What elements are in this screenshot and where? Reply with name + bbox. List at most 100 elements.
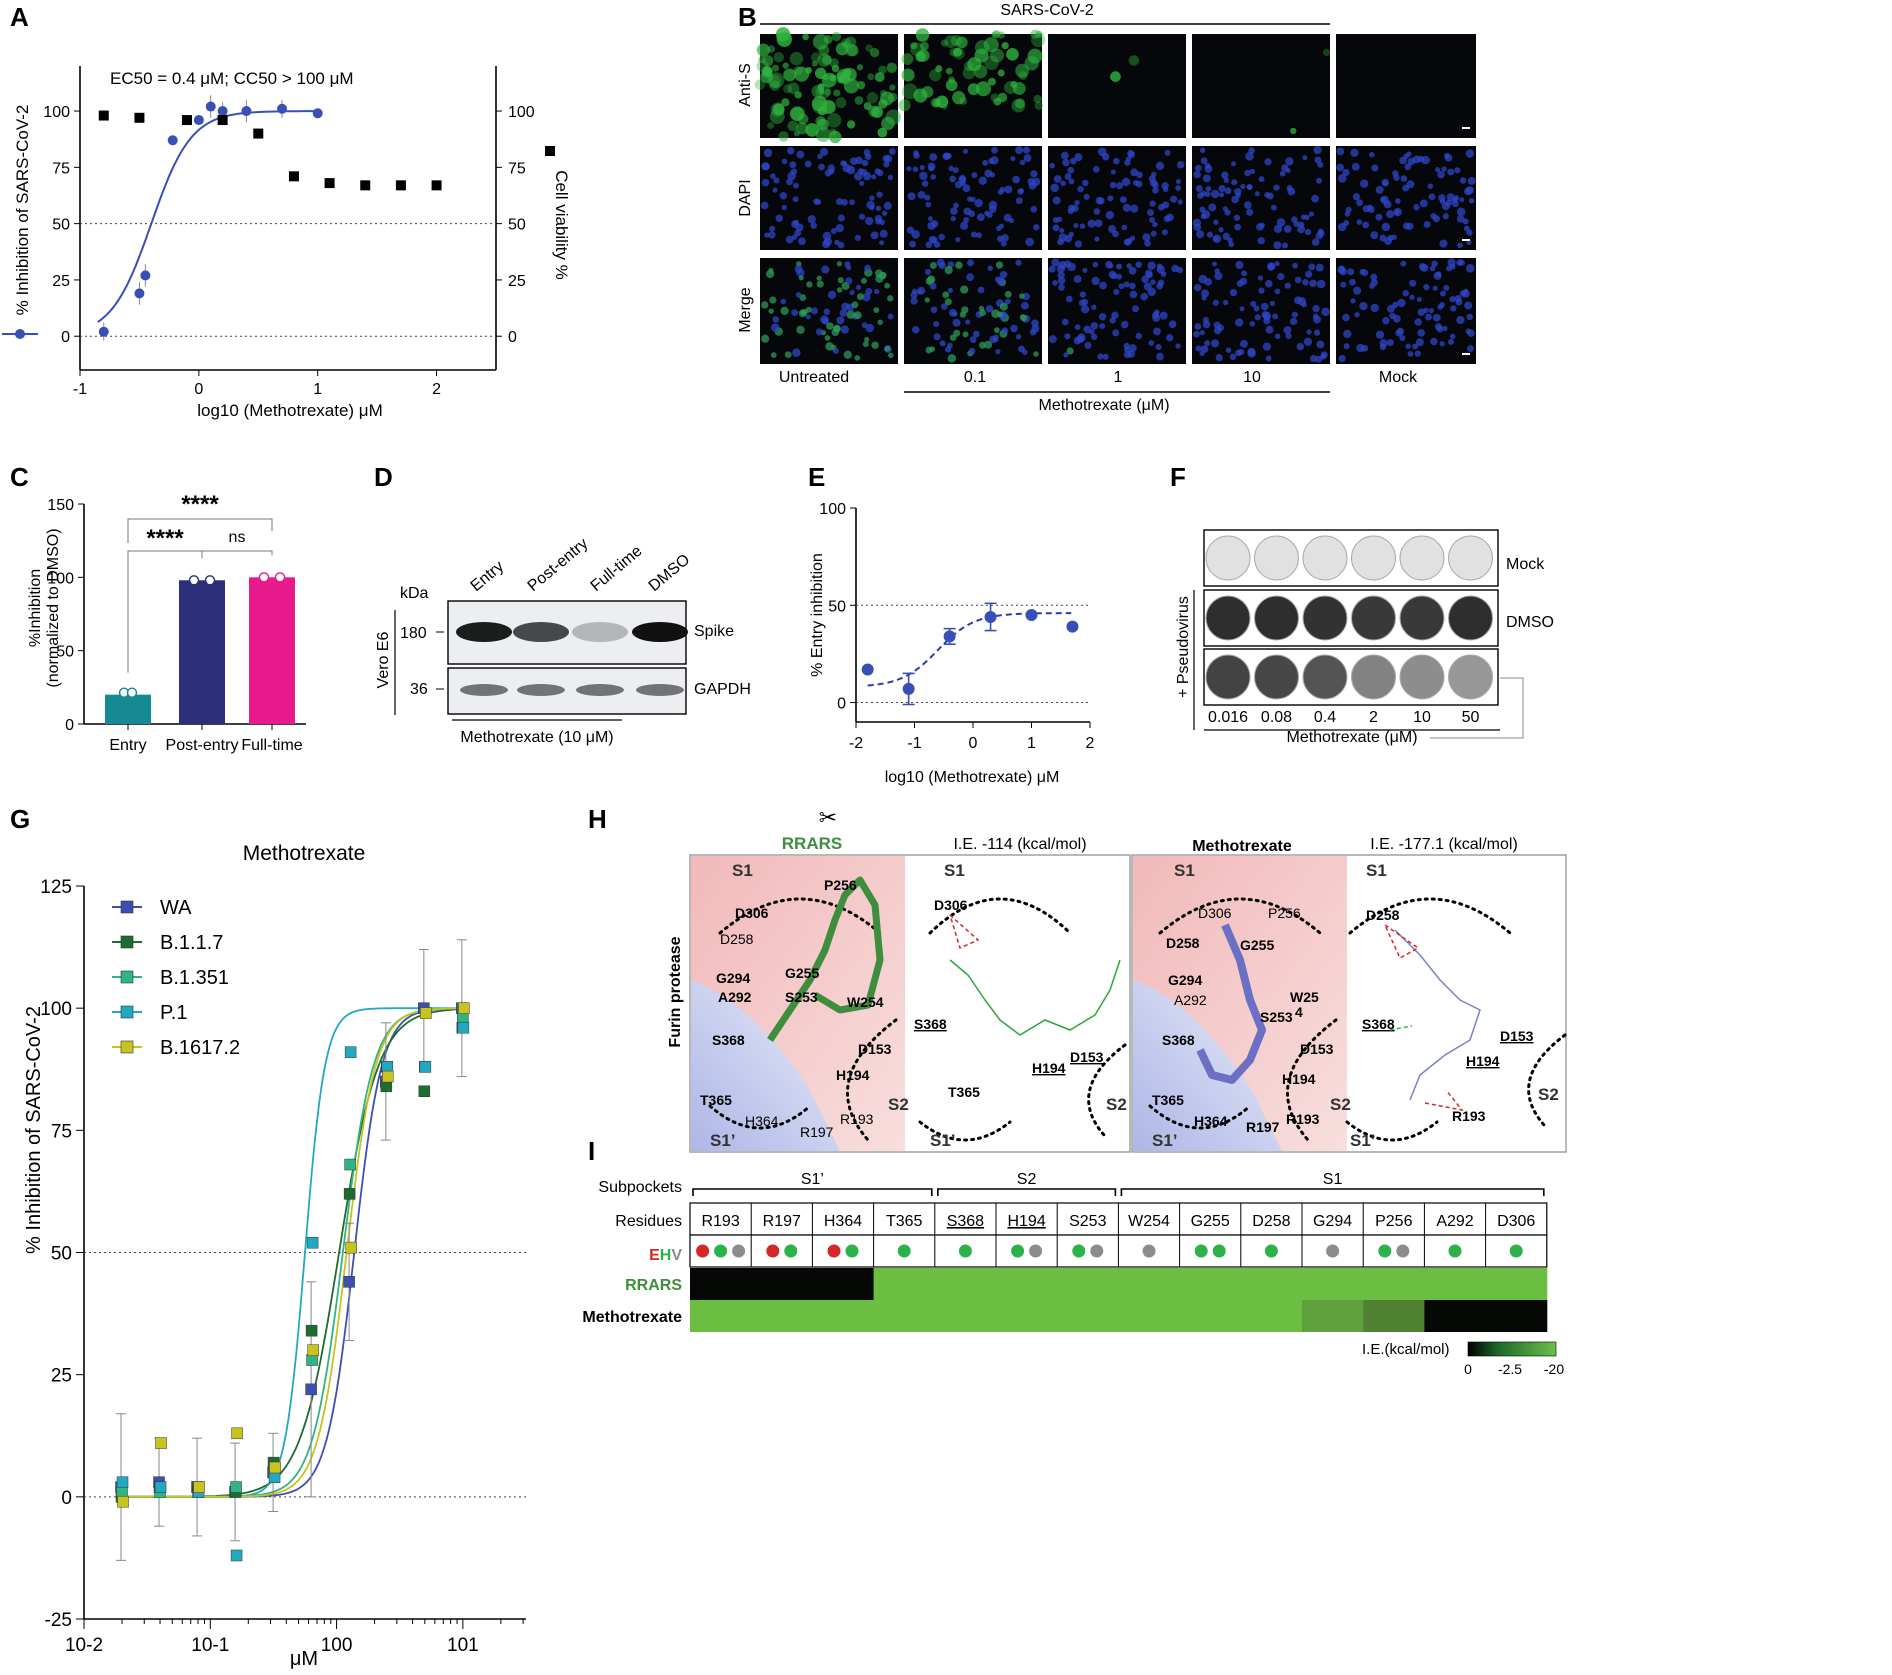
panel-b-dapi-nucleus [1171, 264, 1179, 273]
panel-b-dapi-nucleus [1201, 210, 1211, 219]
panel-c-ytick-label: 0 [65, 717, 74, 734]
panel-b-dapi-nucleus [1314, 156, 1322, 164]
panel-b-dapi-nucleus [1417, 329, 1425, 337]
panel-b-dapi-nucleus [1079, 223, 1086, 229]
panel-b-dapi-nucleus [1379, 234, 1387, 242]
panel-b-dapi-nucleus [1058, 233, 1067, 242]
panel-b-dapi-nucleus [1110, 272, 1118, 280]
panel-b-dapi-nucleus [1313, 145, 1322, 155]
panel-b-dapi-nucleus [1152, 186, 1159, 194]
panel-b-dapi-nucleus [761, 162, 770, 171]
panel-b-dapi-nucleus [1449, 263, 1456, 270]
panel-b-dapi-nucleus [1354, 312, 1360, 318]
panel-c-letter: C [10, 462, 29, 492]
panel-b-dapi-nucleus [1149, 216, 1156, 223]
panel-i-residue: R193 [701, 1213, 739, 1230]
panel-b-fitc-cell [866, 92, 879, 104]
panel-b-dapi-nucleus [1234, 188, 1242, 196]
panel-b-dapi-nucleus [1077, 185, 1084, 193]
panel-e-ytick-label: 0 [837, 696, 846, 713]
panel-b-dapi-nucleus [1199, 147, 1206, 153]
panel-b-dapi-nucleus [906, 166, 912, 172]
panel-b-dapi-nucleus [1466, 345, 1474, 353]
panel-b-dapi-nucleus [1453, 195, 1460, 201]
panel-b-dapi-nucleus [816, 328, 824, 336]
panel-b-dapi-nucleus [1432, 313, 1441, 322]
panel-b-dapi-nucleus [1353, 286, 1362, 295]
panel-b-dapi-nucleus [862, 293, 871, 302]
panel-b-dapi-nucleus [1435, 167, 1441, 173]
panel-h-pocket-arc [1148, 1104, 1252, 1130]
panel-b-dapi-nucleus [1418, 263, 1426, 271]
panel-b-dapi-nucleus [1350, 298, 1356, 304]
panel-h-pocket-arc [718, 897, 882, 935]
panel-b-dapi-nucleus [1162, 201, 1170, 209]
panel-b-dapi-nucleus [849, 199, 855, 206]
panel-b-dapi-nucleus [1057, 276, 1066, 285]
panel-b-dapi-nucleus [1195, 185, 1203, 192]
panel-b-dapi-nucleus [911, 325, 920, 334]
panel-b-dapi-nucleus [1309, 354, 1318, 363]
panel-b-dapi-nucleus [1097, 353, 1104, 360]
panel-b-dapi-nucleus [1079, 291, 1086, 298]
panel-b-dapi-nucleus [775, 214, 783, 222]
panel-b-dapi-nucleus [949, 175, 957, 183]
panel-i-residue: R197 [763, 1213, 801, 1230]
panel-a-inhibition-point [98, 326, 109, 337]
panel-b-fitc-cell [769, 80, 780, 91]
panel-b-dapi-nucleus [1199, 350, 1205, 356]
panel-b-dapi-nucleus [1286, 184, 1293, 191]
panel-b-fitc-cell [1004, 81, 1017, 95]
panel-b-dapi-nucleus [1091, 276, 1100, 286]
panel-b-dapi-nucleus [1099, 281, 1107, 290]
panel-b-dapi-nucleus [1074, 153, 1083, 162]
panel-b-dapi-nucleus [1222, 299, 1229, 306]
panel-h-residue-label: G294 [716, 970, 750, 986]
panel-b-dapi-nucleus [1116, 182, 1124, 190]
panel-b-fitc-cell [990, 48, 1005, 63]
panel-b-dapi-nucleus [1239, 306, 1245, 312]
panel-h-residue-label: G255 [785, 965, 819, 981]
panel-b-dapi-nucleus [1421, 155, 1430, 165]
panel-b-dapi-nucleus [1099, 323, 1106, 330]
panel-i-residue: P256 [1375, 1213, 1412, 1230]
panel-g-point [306, 1236, 319, 1249]
panel-d-spike-band [456, 622, 512, 642]
panel-b-dapi-nucleus [1344, 211, 1351, 217]
panel-b-dapi-nucleus [1098, 313, 1107, 321]
panel-b-dapi-nucleus [786, 146, 795, 155]
panel-b-dapi-nucleus [1074, 240, 1083, 248]
panel-b-dapi-nucleus [1308, 211, 1315, 217]
panel-i-subpocket-bracket [1120, 1188, 1545, 1196]
panel-i-mtx-cell [751, 1300, 813, 1332]
panel-b-dapi-nucleus [1241, 270, 1248, 277]
panel-b-dapi-nucleus [912, 166, 919, 173]
panel-b-fitc-cell [754, 79, 766, 90]
panel-b-dapi-nucleus [804, 160, 812, 168]
panel-g-point [381, 1061, 394, 1073]
panel-h-left-surface-pos [691, 980, 840, 1151]
panel-i-mtx-cell [996, 1300, 1058, 1332]
panel-i-ehv-dot [1029, 1244, 1043, 1258]
panel-d: D kDa 180 36 Spike GAPDH Vero E6 Methotr… [374, 462, 751, 746]
panel-b-dapi-nucleus [821, 265, 830, 274]
panel-b-dapi-nucleus [1073, 275, 1082, 283]
panel-f-well [1448, 654, 1493, 700]
panel-b-fitc-cell [913, 88, 928, 103]
panel-b-dapi-nucleus [993, 327, 1000, 334]
panel-g: G Methotrexate -25 0 25 50 75 100 125 10-2 10-1 1… [10, 804, 526, 1670]
panel-c-sig-label: **** [181, 491, 219, 518]
panel-h-pocket-label: S2 [1538, 1085, 1559, 1104]
panel-b-fitc-cell [773, 52, 785, 63]
panel-b-dapi-nucleus [1438, 194, 1446, 202]
panel-a-fit-curve [97, 110, 317, 323]
panel-b-dapi-nucleus [921, 180, 929, 187]
panel-i-ehv-dot [1011, 1244, 1025, 1258]
panel-b-dapi-nucleus [1458, 259, 1465, 266]
panel-b-fitc-cell [1001, 41, 1009, 50]
panel-b-dapi-nucleus [1155, 161, 1165, 171]
panel-d-spike-band [572, 622, 628, 642]
panel-d-spike-band [632, 622, 688, 642]
panel-b-dapi-nucleus [1212, 299, 1219, 306]
panel-b-dapi-nucleus [1152, 221, 1158, 228]
